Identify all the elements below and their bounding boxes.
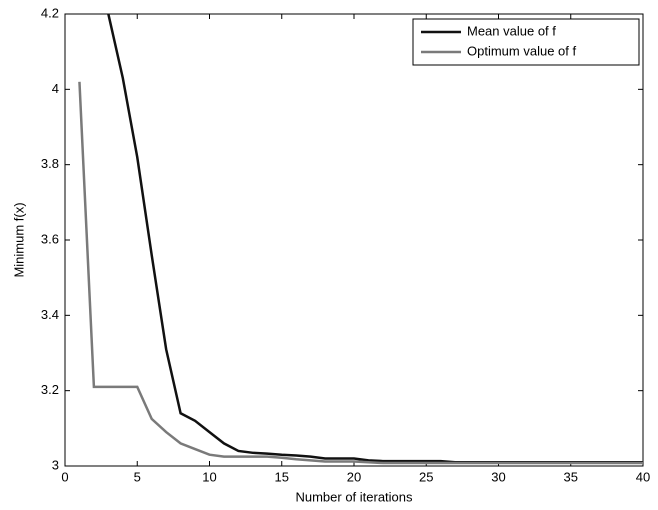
x-axis-label: Number of iterations	[295, 489, 413, 504]
plot-lines	[78, 14, 643, 465]
x-tick-label: 40	[636, 469, 650, 484]
x-tick-label: 20	[347, 469, 361, 484]
x-tick-label: 15	[275, 469, 289, 484]
plot-frame	[64, 13, 644, 467]
y-tick-label: 3.2	[41, 382, 59, 397]
x-tick-label: 35	[564, 469, 578, 484]
x-tick-label: 5	[134, 469, 141, 484]
legend-box	[412, 18, 640, 66]
y-tick-label: 3.8	[41, 156, 59, 171]
y-axis-label: Minimum f(x)	[11, 202, 26, 277]
y-tick-label: 4	[52, 81, 59, 96]
x-tick-label: 0	[61, 469, 68, 484]
legend-label: Optimum value of f	[467, 43, 576, 58]
legend-label: Mean value of f	[467, 23, 556, 38]
y-tick-label: 3.4	[41, 307, 59, 322]
x-tick-label: 10	[202, 469, 216, 484]
y-tick-label: 4.2	[41, 5, 59, 20]
x-tick-label: 30	[491, 469, 505, 484]
y-tick-label: 3	[52, 457, 59, 472]
series-line	[107, 14, 643, 464]
y-tick-label: 3.6	[41, 231, 59, 246]
x-tick-label: 25	[419, 469, 433, 484]
series-line	[78, 81, 643, 465]
